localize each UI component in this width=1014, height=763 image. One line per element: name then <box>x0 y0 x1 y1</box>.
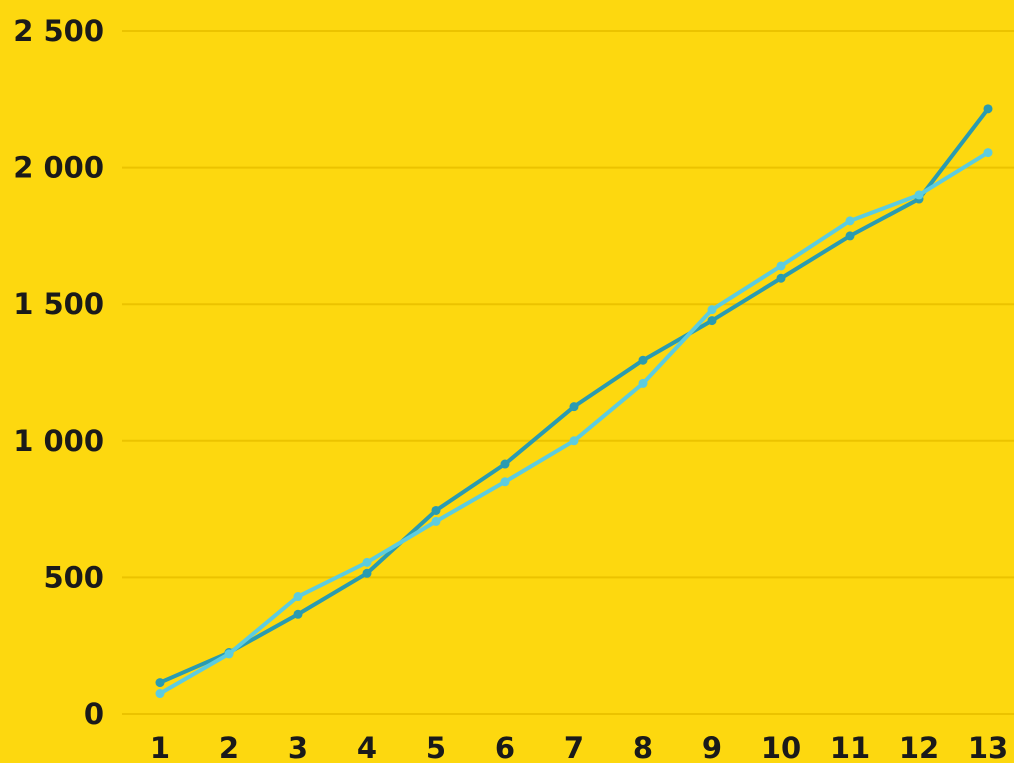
series-1-point <box>500 459 510 469</box>
x-tick-label: 8 <box>633 731 653 763</box>
series-1 <box>155 104 993 688</box>
x-tick-label: 2 <box>219 731 239 763</box>
series-1-point <box>569 402 579 412</box>
y-axis-tick-labels: 0 500 1 000 1 500 2 000 2 500 <box>13 14 104 731</box>
series-2-point <box>638 378 648 388</box>
series-2-point <box>293 592 303 602</box>
series-2-point <box>155 689 165 699</box>
series-1-point <box>776 273 786 283</box>
x-tick-label: 13 <box>968 731 1008 763</box>
y-tick-label: 1 500 <box>13 287 104 321</box>
x-tick-label: 9 <box>702 731 722 763</box>
x-tick-label: 6 <box>495 731 515 763</box>
series-lines <box>155 104 993 699</box>
series-1-point <box>707 316 717 326</box>
series-1-point <box>293 609 303 619</box>
gridlines <box>122 30 1014 715</box>
series-1-point <box>638 355 648 365</box>
series-1-point <box>845 231 855 241</box>
series-2-point <box>983 148 993 158</box>
x-tick-label: 10 <box>761 731 801 763</box>
series-1-point <box>431 505 441 515</box>
series-2-point <box>500 477 510 487</box>
x-tick-label: 3 <box>288 731 308 763</box>
series-2-point <box>707 305 717 315</box>
x-axis-tick-labels: 1 2 3 4 5 6 7 8 9 10 11 12 13 <box>150 731 1008 763</box>
series-2-point <box>224 649 234 659</box>
x-tick-label: 12 <box>899 731 939 763</box>
y-tick-label: 2 500 <box>13 14 104 48</box>
series-2-point <box>845 216 855 226</box>
series-2-line <box>158 150 990 696</box>
series-2-point <box>569 436 579 446</box>
x-tick-label: 4 <box>357 731 377 763</box>
series-2-point <box>362 557 372 567</box>
x-tick-label: 1 <box>150 731 170 763</box>
y-tick-label: 2 000 <box>13 151 104 185</box>
series-1-line <box>158 106 990 685</box>
series-2 <box>155 148 993 699</box>
x-tick-label: 11 <box>830 731 870 763</box>
series-1-point <box>983 104 993 114</box>
series-2-point <box>914 190 924 200</box>
x-tick-label: 5 <box>426 731 446 763</box>
series-1-point <box>362 568 372 578</box>
series-1-point <box>155 678 165 688</box>
series-2-point <box>776 261 786 271</box>
series-2-point <box>431 516 441 526</box>
y-tick-label: 500 <box>43 560 104 594</box>
y-tick-label: 1 000 <box>13 424 104 458</box>
x-tick-label: 7 <box>564 731 584 763</box>
y-tick-label: 0 <box>84 697 104 731</box>
